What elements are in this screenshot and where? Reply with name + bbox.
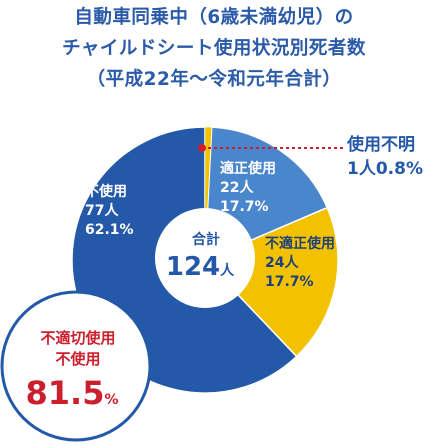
center-total-circle bbox=[155, 208, 255, 308]
label-not-used-count: 77人 bbox=[85, 202, 119, 219]
label-proper-count: 22人 bbox=[220, 179, 254, 196]
label-unknown-name: 使用不明 bbox=[346, 134, 415, 155]
label-unknown-value: 1人0.8% bbox=[347, 159, 423, 179]
pie-slice-improper-use bbox=[203, 206, 339, 358]
label-improper-name: 不適正使用 bbox=[265, 235, 335, 252]
misuse-callout-circle bbox=[0, 290, 152, 442]
misuse-callout-line2: 不使用 bbox=[55, 350, 100, 368]
center-total-value: 124 bbox=[166, 252, 220, 282]
chart-title: 自動車同乗中（6歳未満幼児）の チャイルドシート使用状況別死者数 （平成22年〜… bbox=[0, 2, 428, 95]
label-proper-percent: 17.7% bbox=[220, 199, 269, 215]
misuse-callout-line1: 不適切使用 bbox=[40, 329, 115, 347]
title-line-2: チャイルドシート使用状況別死者数 bbox=[62, 38, 366, 59]
label-not-used-name: 不使用 bbox=[85, 183, 127, 200]
label-proper-name: 適正使用 bbox=[220, 160, 276, 177]
center-total-label: 合計 bbox=[192, 231, 220, 248]
label-improper-percent: 17.7% bbox=[265, 274, 314, 290]
center-total-unit: 人 bbox=[220, 262, 235, 279]
unknown-leader-dot bbox=[198, 144, 206, 152]
center-total-text: 124人 bbox=[166, 252, 235, 282]
misuse-callout-number: 81.5% bbox=[26, 374, 119, 412]
title-line-3: （平成22年〜令和元年合計） bbox=[86, 69, 342, 90]
label-improper-count: 24人 bbox=[265, 254, 299, 271]
misuse-callout-unit: % bbox=[104, 392, 118, 408]
title-line-1: 自動車同乗中（6歳未満幼児）の bbox=[74, 7, 354, 28]
misuse-callout-value: 81.5 bbox=[26, 374, 105, 412]
label-not-used-percent: 62.1% bbox=[85, 222, 134, 238]
